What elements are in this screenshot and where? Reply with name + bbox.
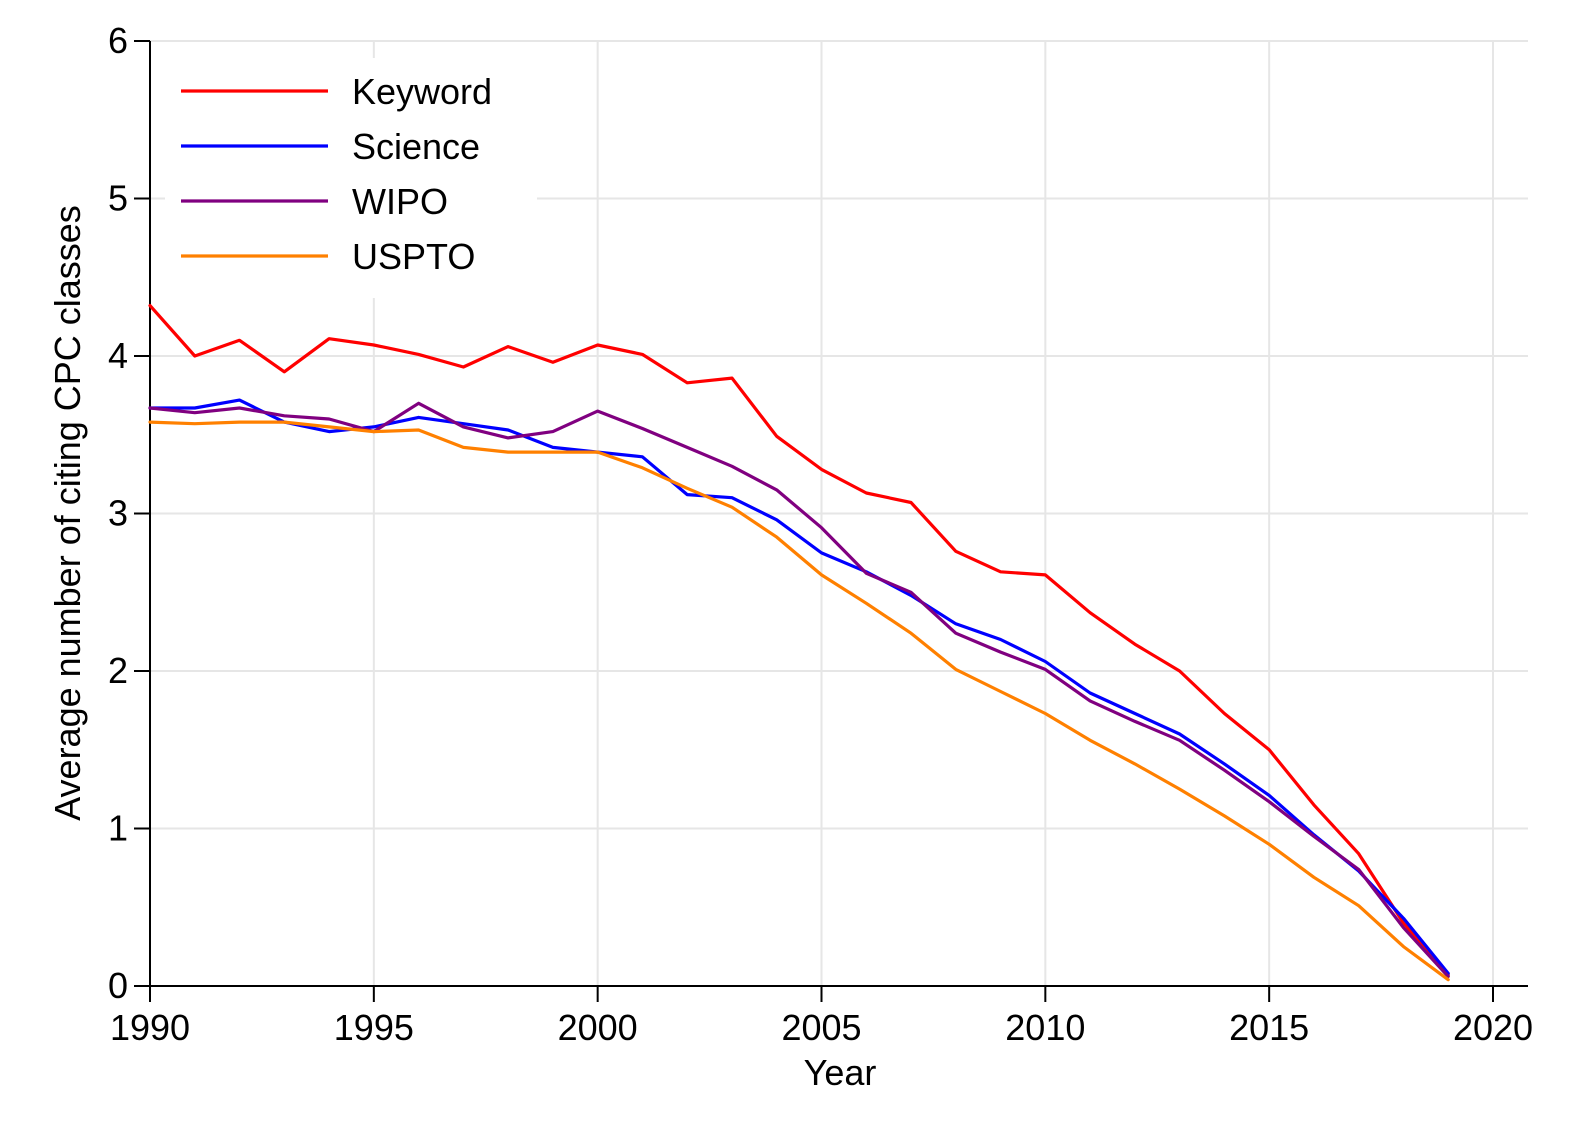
series-lines — [148, 304, 1450, 982]
x-tick-label-1995: 1995 — [334, 1007, 414, 1048]
y-tick-label-4: 4 — [108, 335, 128, 376]
y-tick-label-1: 1 — [108, 808, 128, 849]
x-tick-label-1990: 1990 — [110, 1007, 190, 1048]
axis-titles: Year Average number of citing CPC classe… — [47, 205, 876, 1093]
y-axis-title: Average number of citing CPC classes — [47, 205, 88, 821]
y-tick-label-5: 5 — [108, 178, 128, 219]
series-line-keyword — [148, 304, 1450, 977]
legend-label-wipo: WIPO — [352, 181, 448, 222]
y-tick-label-6: 6 — [108, 20, 128, 61]
grid-lines — [150, 40, 1528, 986]
legend-label-science: Science — [352, 126, 480, 167]
x-tick-label-2020: 2020 — [1453, 1007, 1533, 1048]
x-tick-label-2015: 2015 — [1229, 1007, 1309, 1048]
legend-background — [165, 58, 537, 298]
y-tick-label-3: 3 — [108, 493, 128, 534]
y-tick-label-0: 0 — [108, 965, 128, 1006]
legend-label-uspto: USPTO — [352, 236, 475, 277]
legend: Keyword Science WIPO USPTO — [165, 58, 537, 298]
x-tick-label-2000: 2000 — [558, 1007, 638, 1048]
y-tick-label-2: 2 — [108, 650, 128, 691]
x-tick-label-2010: 2010 — [1005, 1007, 1085, 1048]
x-axis-title: Year — [804, 1052, 877, 1093]
axes: 0 1 2 3 4 5 6 1990 1995 2000 2005 2010 2015 2020 — [108, 20, 1533, 1048]
x-tick-label-2005: 2005 — [781, 1007, 861, 1048]
series-line-uspto — [148, 420, 1450, 982]
legend-label-keyword: Keyword — [352, 71, 492, 112]
series-line-science — [148, 398, 1450, 976]
